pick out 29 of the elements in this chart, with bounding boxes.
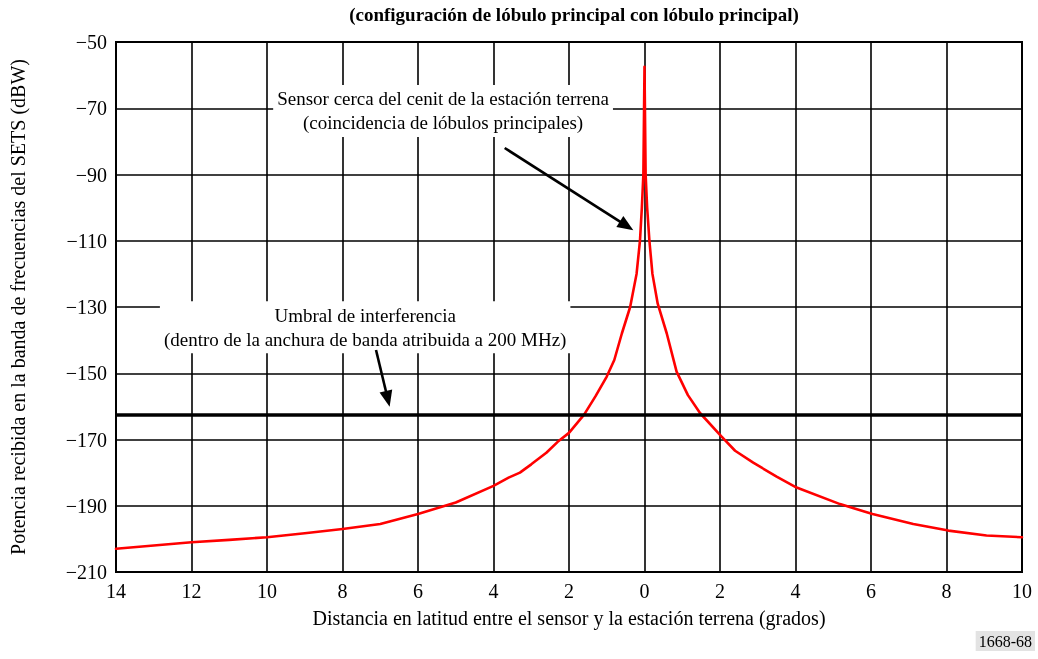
text: 1668-68 [978,632,1032,650]
x-tick-label: 12 [181,580,202,602]
x-tick-label: 2 [715,580,725,602]
y-axis-title: Potencia recibida en la banda de frecuencias del SETS (dBW) [7,59,30,555]
x-tick-label: 8 [941,580,952,602]
x-tick-label: 6 [413,580,423,602]
x-tick-label: 4 [790,580,801,602]
y-tick-label: −150 [65,362,107,385]
annotation: Sensor cerca del cenit de la estación terrena (coincidencia de lóbulos principales) [277,88,610,135]
y-tick-label: −190 [65,494,107,517]
x-axis-title: Distancia en latitud entre el sensor y la estación terrena (grados) [312,607,826,630]
line-series [114,65,1024,551]
y-tick-label: −50 [75,31,107,53]
x-tick-label: 6 [866,580,876,602]
y-tick-label: −210 [65,561,107,583]
annotation: Umbral de interferencia (dentro de la anchura de banda atribuida a 200 MHz) [163,304,567,351]
x-tick-label: 14 [106,580,126,602]
x-tick-label: 2 [564,580,574,602]
y-tick-label: −70 [75,97,107,120]
chart-title: (configuración de lóbulo principal con lóbulo principal) [349,4,799,26]
x-tick-label: 4 [488,580,499,602]
x-tick-label: 0 [639,580,650,602]
x-tick-label: 10 [1012,580,1032,602]
x-tick-label: 8 [337,580,348,602]
y-tick-label: −90 [75,163,107,186]
y-tick-label: −170 [65,428,107,451]
x-tick-label: 10 [257,580,277,602]
y-tick-label: −130 [65,296,107,318]
y-tick-label: −110 [66,229,107,252]
